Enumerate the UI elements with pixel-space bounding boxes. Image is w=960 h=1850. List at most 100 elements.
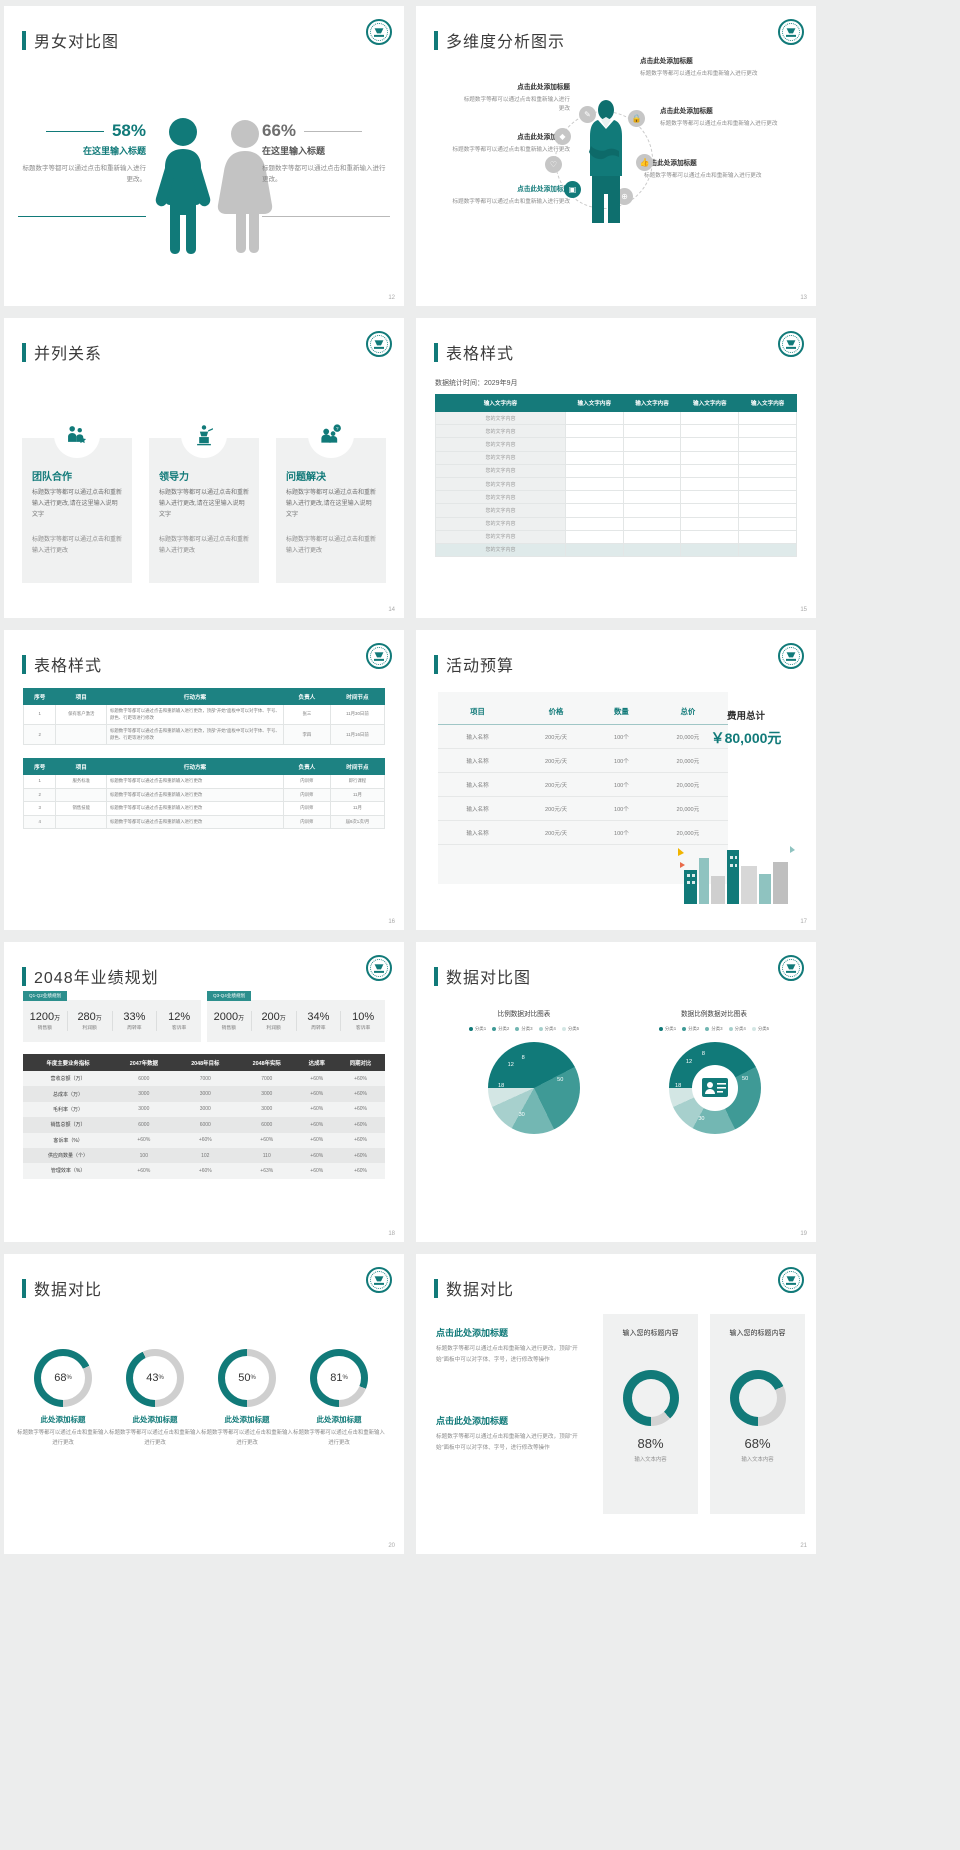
table-cell: 李四 <box>282 724 331 746</box>
slide-number: 19 <box>800 1231 807 1237</box>
slide-20[interactable]: 数据对比 68% 此处添加标题 标题数字等都可以通过点击和重新输入进行更改 43% 此处… <box>4 1254 404 1554</box>
table-cell: +60% <box>336 1101 385 1118</box>
slide-12[interactable]: 男女对比图 58% 在这里输入标题 标题数字等都可以通过点击和重新输入进行更改。… <box>4 6 404 306</box>
table-row: 您的文字内容 <box>435 450 797 465</box>
legend-item: 分类4 <box>538 1026 556 1032</box>
kpi-item: 2000万 销售额 <box>207 1011 252 1031</box>
title-text: 活动预算 <box>446 658 515 675</box>
slide-17[interactable]: 活动预算 项目 价格 数量 总价 输入名称 200元/天 100个 20,000元 输入… <box>416 630 816 930</box>
table-cell: 1 <box>22 774 57 789</box>
block-heading: 点击此处添加标题 <box>436 1328 509 1338</box>
table-row: 1 保有客户激活 标题数字等都可以通过点击和重新输入进行更改，顶部“开始”面板中可以… <box>22 703 386 726</box>
callout-1: 点击此处添加标题 标题数字等都可以通过点击和重新输入进行更改 <box>460 82 570 115</box>
table-cell: 内训师 <box>282 774 331 789</box>
radial-gauge: 43% <box>126 1349 184 1407</box>
table-cell <box>738 424 797 439</box>
title-accent-bar <box>434 30 438 50</box>
slide-18[interactable]: 2048年业绩规划 Q1-Q2业绩规划 1200万 销售额 280万 利润额 33% 周转… <box>4 942 404 1242</box>
kpi-label: 客诉率 <box>355 1026 371 1031</box>
col-header: 项目 <box>55 758 108 775</box>
table-cell: 200元/天 <box>517 796 596 821</box>
table-cell: 内训师 <box>282 787 331 803</box>
camera-icon[interactable]: ▣ <box>564 181 581 198</box>
female-stat-block: 66% 在这里输入标题 标题数字等都可以通过点击和重新输入进行更改。 <box>262 121 390 218</box>
title-text: 表格样式 <box>34 658 103 675</box>
card-body: 标题数字等都可以通过点击和重新输入进行更改,请在这里输入说明文字 <box>32 490 123 519</box>
kpi-unit: 万 <box>279 1016 286 1022</box>
table-cell: 标题数字等都可以通过点击和重新输入进行更改 <box>106 814 284 830</box>
budget-table: 项目 价格 数量 总价 输入名称 200元/天 100个 20,000元 输入名称 200… <box>438 700 728 845</box>
feature-card-2[interactable]: 领导力 标题数字等都可以通过点击和重新输入进行更改,请在这里输入说明文字 标题数… <box>149 412 259 583</box>
table-cell <box>680 463 740 478</box>
table-cell <box>738 490 797 505</box>
title-accent-bar <box>434 966 438 986</box>
table-cell: +60% <box>297 1163 337 1179</box>
radial-gauge: 68% <box>34 1349 92 1407</box>
slide-number: 18 <box>388 1231 395 1237</box>
table-cell: 标题数字等都可以通过点击和重新输入进行更改，顶部“开始”面板中可以对字体、字号、… <box>106 703 284 726</box>
title-text: 多维度分析图示 <box>446 34 566 51</box>
title-text: 数据对比 <box>446 1282 515 1299</box>
table-cell: 3000 <box>113 1101 175 1118</box>
female-percent: 66% <box>262 121 297 140</box>
kpi-item: 10% 客诉率 <box>341 1011 385 1031</box>
col-header: 项目 <box>438 700 518 725</box>
kpi-item: 280万 利润额 <box>68 1011 113 1031</box>
people-question-icon: ? <box>308 412 354 458</box>
table-cell <box>564 503 624 518</box>
col-header: 序号 <box>22 758 57 775</box>
table-cell <box>680 542 740 558</box>
table-cell: +60% <box>336 1147 385 1164</box>
callout-heading: 点击此处添加标题 <box>517 186 570 193</box>
kpi-item: 34% 周转率 <box>297 1011 342 1031</box>
feature-card-3[interactable]: ? 问题解决 标题数字等都可以通过点击和重新输入进行更改,请在这里输入说明文字 … <box>276 412 386 583</box>
heart-icon[interactable]: ♡ <box>545 156 562 173</box>
slide-16[interactable]: 表格样式 序号 项目 行动方案 负责人 时间节点 1 保有客户激活 标题数字等都可以… <box>4 630 404 930</box>
table-cell: 销售总额（万） <box>23 1117 114 1133</box>
title-accent-bar <box>22 966 26 986</box>
thumbs-up-icon[interactable]: 👍 <box>636 154 653 171</box>
male-figure-icon <box>155 118 211 254</box>
card-body-2: 标题数字等都可以通过点击和重新输入进行更改 <box>32 537 123 555</box>
table-cell: 110 <box>236 1147 298 1164</box>
slide-number: 20 <box>388 1543 395 1549</box>
callout-6: 点击此处添加标题 标题数字等都可以通过点击和重新输入进行更改 <box>644 158 774 181</box>
table-row: 输入名称 200元/天 100个 20,000元 <box>438 820 728 845</box>
slide-21[interactable]: 数据对比 点击此处添加标题 标题数字等都可以通过点击和重新输入进行更改，顶部“开… <box>416 1254 816 1554</box>
pie-slice-label: 18 <box>498 1083 505 1090</box>
card-body: 标题数字等都可以通过点击和重新输入进行更改,请在这里输入说明文字 <box>159 490 250 519</box>
brand-logo-icon <box>778 331 804 357</box>
table-header-row: 项目 价格 数量 总价 <box>438 700 728 725</box>
col-header: 价格 <box>517 700 596 725</box>
gauge-card-2[interactable]: 输入您的标题内容 68% 输入文本内容 <box>710 1314 805 1514</box>
table-row: 您的文字内容 <box>435 516 797 531</box>
page-title: 表格样式 <box>22 652 102 676</box>
feature-card-1[interactable]: 团队合作 标题数字等都可以通过点击和重新输入进行更改,请在这里输入说明文字 标题… <box>22 412 132 583</box>
globe-icon[interactable]: ⊕ <box>616 188 633 205</box>
slide-19[interactable]: 数据对比图 比例数据对比图表 分类1 分类2 分类3 分类4 分类5 50 30 18 12 8… <box>416 942 816 1242</box>
callout-body: 标题数字等都可以通过点击和重新输入进行更改 <box>640 70 758 77</box>
col-header: 总价 <box>647 700 728 725</box>
slide-15[interactable]: 表格样式 数据统计时间：2029年9月 输入文字内容 输入文字内容 输入文字内容… <box>416 318 816 618</box>
slide-14[interactable]: 并列关系 团队合作 标题数字等都可以通过点击和重新输入进行更改,请在这里输入说明… <box>4 318 404 618</box>
diamond-icon[interactable]: ◆ <box>554 128 571 145</box>
table-row: 营收总额（万） 6000 7000 7000 +60% +60% <box>23 1071 385 1087</box>
table-cell <box>622 542 682 558</box>
gauge-hole <box>133 1356 177 1400</box>
table-cell: +60% <box>174 1163 237 1179</box>
table-cell: +60% <box>113 1163 175 1179</box>
table-cell <box>622 437 682 452</box>
table-cell: 您的文字内容 <box>435 542 566 558</box>
table-cell: 保有客户激活 <box>55 703 108 726</box>
gauge-card-1[interactable]: 输入您的标题内容 88% 输入文本内容 <box>603 1314 698 1514</box>
gauge-body: 标题数字等都可以通过点击和重新输入进行更改 <box>293 1430 385 1446</box>
lock-icon[interactable]: 🔒 <box>628 110 645 127</box>
table-row: 2 标题数字等都可以通过点击和重新输入进行更改，顶部“开始”面板中可以对字体、字号… <box>22 724 386 746</box>
gauge-heading: 此处添加标题 <box>224 1415 270 1424</box>
kpi-group-q3q4: Q3-Q4业绩规划 2000万 销售额 200万 利润额 34% 周转率 10% 客诉率 <box>207 991 385 1042</box>
table-cell: 200元/天 <box>517 724 596 749</box>
pencil-icon[interactable]: ✎ <box>579 106 596 123</box>
callout-heading: 点击此处添加标题 <box>517 84 570 91</box>
gauge-label-block: 此处添加标题 标题数字等都可以通过点击和重新输入进行更改 <box>109 1414 201 1448</box>
slide-13[interactable]: 多维度分析图示 点击此处添加标题 标题数字等都可以通过点击和重新输入进行更改 点… <box>416 6 816 306</box>
